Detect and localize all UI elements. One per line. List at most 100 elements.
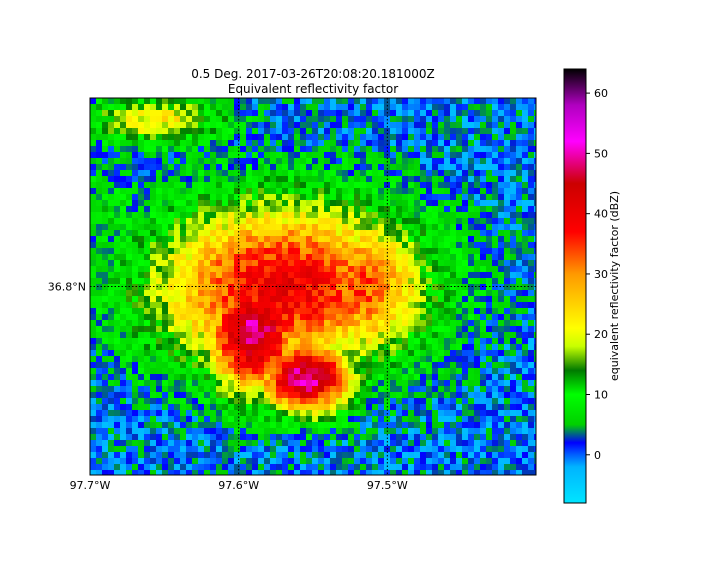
reflectivity-gate — [228, 278, 235, 285]
reflectivity-gate — [228, 290, 235, 297]
reflectivity-gate — [150, 176, 157, 183]
reflectivity-gate — [198, 170, 205, 177]
reflectivity-gate — [114, 266, 121, 273]
reflectivity-gate — [216, 164, 223, 171]
reflectivity-gate — [402, 260, 409, 267]
reflectivity-gate — [402, 290, 409, 297]
reflectivity-gate — [240, 176, 247, 183]
reflectivity-gate — [522, 380, 529, 387]
reflectivity-gate — [498, 116, 505, 123]
reflectivity-gate — [534, 446, 536, 453]
reflectivity-gate — [468, 446, 475, 453]
reflectivity-gate — [132, 314, 139, 321]
reflectivity-gate — [306, 332, 313, 339]
reflectivity-gate — [444, 314, 451, 321]
reflectivity-gate — [204, 278, 211, 285]
reflectivity-gate — [354, 254, 361, 261]
reflectivity-gate — [246, 452, 253, 459]
reflectivity-gate — [390, 260, 397, 267]
reflectivity-gate — [348, 308, 355, 315]
reflectivity-gate — [450, 212, 457, 219]
reflectivity-gate — [438, 386, 445, 393]
reflectivity-gate — [282, 302, 289, 309]
reflectivity-gate — [294, 440, 301, 447]
reflectivity-gate — [258, 404, 265, 411]
reflectivity-gate — [366, 398, 373, 405]
reflectivity-gate — [402, 272, 409, 279]
reflectivity-gate — [492, 464, 499, 471]
reflectivity-gate — [270, 230, 277, 237]
reflectivity-gate — [192, 464, 199, 471]
reflectivity-gate — [294, 218, 301, 225]
reflectivity-gate — [336, 278, 343, 285]
reflectivity-gate — [228, 140, 235, 147]
reflectivity-gate — [270, 134, 277, 141]
reflectivity-gate — [276, 164, 283, 171]
reflectivity-gate — [258, 146, 265, 153]
reflectivity-gate — [294, 242, 301, 249]
reflectivity-gate — [156, 260, 163, 267]
reflectivity-gate — [258, 434, 265, 441]
reflectivity-gate — [378, 128, 385, 135]
reflectivity-gate — [462, 428, 469, 435]
reflectivity-gate — [420, 356, 427, 363]
reflectivity-gate — [354, 128, 361, 135]
reflectivity-gate — [510, 446, 517, 453]
reflectivity-gate — [132, 404, 139, 411]
reflectivity-gate — [360, 176, 367, 183]
reflectivity-gate — [312, 110, 319, 117]
reflectivity-gate — [156, 236, 163, 243]
reflectivity-gate — [528, 356, 535, 363]
reflectivity-gate — [180, 170, 187, 177]
reflectivity-gate — [420, 242, 427, 249]
reflectivity-gate — [204, 140, 211, 147]
reflectivity-gate — [534, 152, 536, 159]
reflectivity-gate — [150, 362, 157, 369]
reflectivity-gate — [444, 356, 451, 363]
reflectivity-gate — [108, 140, 115, 147]
reflectivity-gate — [96, 128, 103, 135]
reflectivity-gate — [372, 200, 379, 207]
reflectivity-gate — [408, 248, 415, 255]
reflectivity-gate — [276, 98, 283, 105]
reflectivity-gate — [276, 362, 283, 369]
reflectivity-gate — [456, 320, 463, 327]
reflectivity-gate — [498, 152, 505, 159]
reflectivity-gate — [240, 440, 247, 447]
reflectivity-gate — [396, 236, 403, 243]
reflectivity-gate — [294, 380, 301, 387]
reflectivity-gate — [492, 122, 499, 129]
reflectivity-gate — [384, 392, 391, 399]
reflectivity-gate — [534, 164, 536, 171]
reflectivity-gate — [108, 428, 115, 435]
reflectivity-gate — [462, 98, 469, 105]
reflectivity-gate — [312, 272, 319, 279]
reflectivity-gate — [102, 350, 109, 357]
reflectivity-gate — [360, 410, 367, 417]
reflectivity-gate — [300, 164, 307, 171]
reflectivity-gate — [276, 428, 283, 435]
reflectivity-gate — [324, 164, 331, 171]
reflectivity-gate — [516, 236, 523, 243]
reflectivity-gate — [96, 266, 103, 273]
reflectivity-gate — [234, 392, 241, 399]
reflectivity-gate — [216, 98, 223, 105]
reflectivity-gate — [348, 290, 355, 297]
reflectivity-gate — [486, 104, 493, 111]
reflectivity-gate — [486, 356, 493, 363]
reflectivity-gate — [108, 170, 115, 177]
reflectivity-gate — [240, 422, 247, 429]
reflectivity-gate — [168, 362, 175, 369]
reflectivity-gate — [498, 200, 505, 207]
reflectivity-gate — [192, 284, 199, 291]
reflectivity-gate — [168, 350, 175, 357]
reflectivity-gate — [462, 308, 469, 315]
reflectivity-gate — [510, 356, 517, 363]
reflectivity-gate — [114, 134, 121, 141]
reflectivity-gate — [426, 296, 433, 303]
reflectivity-gate — [246, 110, 253, 117]
reflectivity-gate — [516, 242, 523, 249]
reflectivity-gate — [432, 206, 439, 213]
reflectivity-gate — [204, 242, 211, 249]
reflectivity-gate — [162, 152, 169, 159]
